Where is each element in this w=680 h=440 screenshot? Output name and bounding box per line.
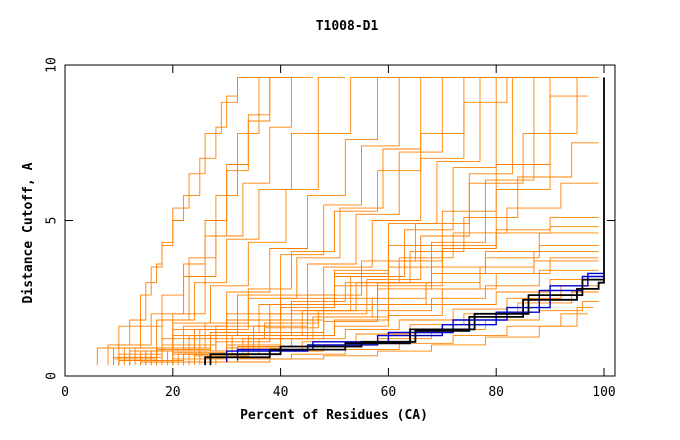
x-axis-ticks: 0 20 40 60 80 100 bbox=[61, 65, 616, 400]
model-orange-17 bbox=[150, 95, 588, 366]
x-tick-label: 0 bbox=[61, 385, 69, 400]
y-tick-label: 5 bbox=[45, 217, 60, 225]
model-orange-34 bbox=[161, 76, 551, 366]
x-tick-label: 80 bbox=[488, 385, 504, 400]
model-orange-37 bbox=[156, 76, 281, 366]
x-tick-label: 40 bbox=[273, 385, 289, 400]
y-axis-label: Distance Cutoff, A bbox=[21, 162, 36, 303]
y-tick-label: 0 bbox=[45, 372, 60, 380]
series-layer bbox=[96, 76, 605, 366]
x-axis-label: Percent of Residues (CA) bbox=[240, 408, 428, 423]
model-orange-31 bbox=[215, 307, 594, 366]
model-orange-32 bbox=[172, 257, 599, 366]
model-orange-27 bbox=[129, 285, 599, 366]
model-orange-33 bbox=[199, 76, 599, 366]
model-orange-10 bbox=[156, 76, 475, 366]
x-tick-label: 100 bbox=[592, 385, 615, 400]
model-orange-35 bbox=[193, 142, 599, 366]
y-tick-label: 10 bbox=[45, 57, 60, 73]
model-orange-09 bbox=[150, 76, 454, 366]
model-orange-07 bbox=[140, 76, 405, 366]
model-orange-22 bbox=[118, 244, 599, 366]
x-tick-label: 20 bbox=[165, 385, 181, 400]
chart-title: T1008-D1 bbox=[316, 19, 379, 34]
model-orange-26 bbox=[118, 279, 599, 366]
model-orange-02 bbox=[107, 76, 259, 366]
x-tick-label: 60 bbox=[381, 385, 397, 400]
model-orange-21 bbox=[118, 232, 599, 366]
model-black-1 bbox=[209, 77, 605, 366]
model-orange-25 bbox=[118, 269, 599, 366]
model-orange-18 bbox=[145, 182, 599, 366]
model-black-2 bbox=[204, 278, 604, 366]
y-axis-ticks: 0 5 10 bbox=[45, 57, 615, 380]
model-orange-36 bbox=[172, 76, 292, 366]
